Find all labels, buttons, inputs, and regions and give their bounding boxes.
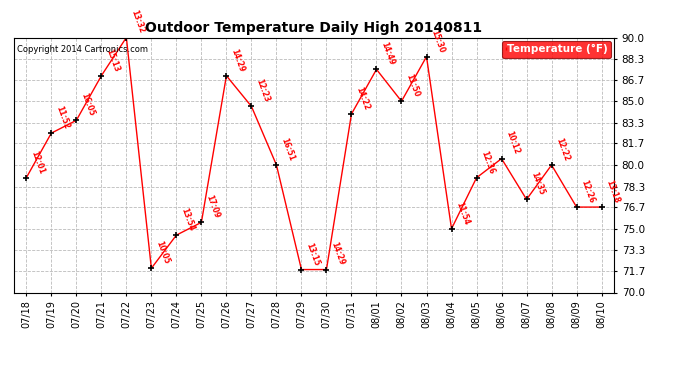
Text: 14:29: 14:29 <box>229 47 246 73</box>
Text: 12:36: 12:36 <box>480 149 496 175</box>
Text: 13:32: 13:32 <box>129 9 146 35</box>
Text: 15:30: 15:30 <box>429 28 446 54</box>
Text: 12:26: 12:26 <box>580 178 596 204</box>
Text: 13:18: 13:18 <box>604 178 621 204</box>
Text: 14:49: 14:49 <box>380 41 396 67</box>
Text: 17:09: 17:09 <box>204 194 221 220</box>
Text: 10:12: 10:12 <box>504 130 521 156</box>
Text: 11:50: 11:50 <box>404 73 421 99</box>
Text: 12:23: 12:23 <box>254 78 271 104</box>
Text: 12:01: 12:01 <box>29 149 46 175</box>
Text: 13:15: 13:15 <box>304 241 321 267</box>
Legend: Temperature (°F): Temperature (°F) <box>502 40 611 58</box>
Title: Outdoor Temperature Daily High 20140811: Outdoor Temperature Daily High 20140811 <box>146 21 482 35</box>
Text: 11:54: 11:54 <box>454 200 471 226</box>
Text: 15:13: 15:13 <box>104 47 121 73</box>
Text: 11:52: 11:52 <box>54 105 71 130</box>
Text: 12:22: 12:22 <box>554 136 571 162</box>
Text: 13:54: 13:54 <box>179 207 196 232</box>
Text: Copyright 2014 Cartronics.com: Copyright 2014 Cartronics.com <box>17 45 148 54</box>
Text: 14:29: 14:29 <box>329 241 346 267</box>
Text: 16:51: 16:51 <box>279 136 296 162</box>
Text: 14:22: 14:22 <box>354 86 371 111</box>
Text: 14:35: 14:35 <box>529 171 546 196</box>
Text: 10:05: 10:05 <box>154 240 171 266</box>
Text: 16:05: 16:05 <box>79 92 96 118</box>
